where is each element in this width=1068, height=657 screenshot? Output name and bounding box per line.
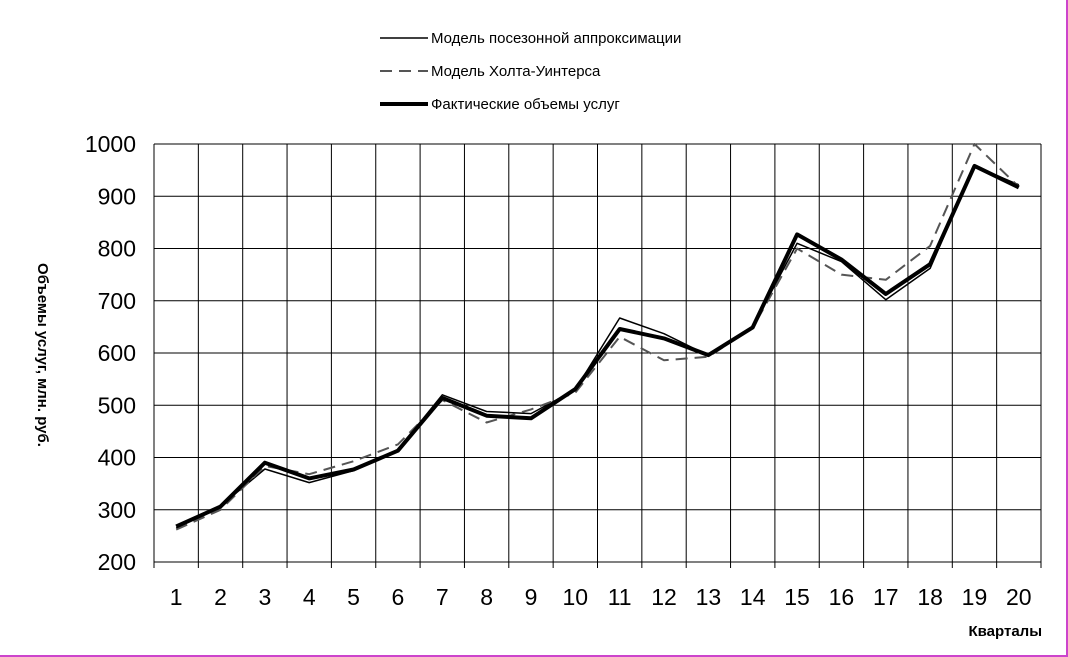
x-tick-label: 15 — [784, 584, 810, 610]
x-tick-label: 5 — [347, 584, 360, 610]
y-tick-label: 600 — [98, 340, 136, 366]
y-axis-label: Объемы услуг, млн. руб. — [34, 263, 51, 447]
x-tick-label: 6 — [392, 584, 405, 610]
y-tick-label: 300 — [98, 497, 136, 523]
chart-series-group — [175, 143, 1020, 531]
x-tick-label: 9 — [525, 584, 538, 610]
x-tick-label: 1 — [170, 584, 183, 610]
x-tick-label: 7 — [436, 584, 449, 610]
legend-label-2: Модель Холта-Уинтерса — [431, 63, 601, 80]
x-tick-label: 11 — [608, 584, 632, 610]
legend-label-3: Фактические объемы услуг — [431, 96, 620, 113]
x-tick-label: 17 — [873, 584, 899, 610]
x-tick-label: 18 — [917, 584, 943, 610]
y-tick-label: 400 — [98, 445, 136, 471]
x-axis-label: Кварталы — [968, 623, 1042, 640]
y-tick-label: 1000 — [85, 131, 136, 157]
y-tick-label: 200 — [98, 549, 136, 575]
series-line-3 — [175, 163, 1020, 529]
x-tick-label: 4 — [303, 584, 316, 610]
x-tick-label: 13 — [696, 584, 722, 610]
x-tick-label: 12 — [651, 584, 677, 610]
x-tick-label: 10 — [563, 584, 589, 610]
x-tick-label: 2 — [214, 584, 227, 610]
x-axis-ticks: 1 2 3 4 5 6 7 8 9 10 11 12 13 14 15 16 17 18 19 20 — [170, 584, 1032, 610]
y-tick-label: 900 — [98, 183, 136, 209]
chart-legend: Модель посезонной аппроксимации Модель Хо… — [380, 30, 681, 113]
x-tick-label: 19 — [962, 584, 988, 610]
y-tick-label: 500 — [98, 392, 136, 418]
y-tick-label: 800 — [98, 236, 136, 262]
legend-label-1: Модель посезонной аппроксимации — [431, 30, 681, 47]
chart-grid — [153, 143, 1042, 568]
y-axis-ticks: 200 300 400 500 600 700 800 900 1000 — [85, 131, 136, 575]
x-tick-label: 8 — [480, 584, 493, 610]
series-line-2 — [175, 143, 1020, 531]
series-line-1 — [175, 165, 1020, 529]
x-tick-label: 16 — [829, 584, 855, 610]
x-tick-label: 20 — [1006, 584, 1032, 610]
y-tick-label: 700 — [98, 288, 136, 314]
x-tick-label: 14 — [740, 584, 766, 610]
x-tick-label: 3 — [258, 584, 271, 610]
